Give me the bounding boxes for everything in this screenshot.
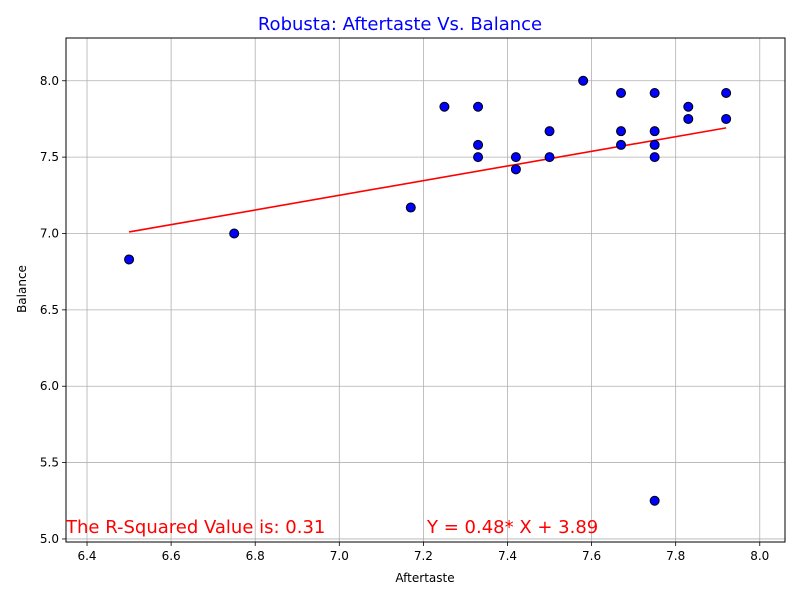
regression-line-group bbox=[128, 127, 727, 233]
data-point bbox=[616, 87, 627, 98]
x-tick-label: 6.4 bbox=[77, 549, 96, 563]
x-tick-label: 7.0 bbox=[330, 549, 349, 563]
x-tick-label: 6.6 bbox=[162, 549, 181, 563]
x-tick-label: 6.8 bbox=[246, 549, 265, 563]
x-tick-label: 7.6 bbox=[582, 549, 601, 563]
x-axis-label: Aftertaste bbox=[395, 571, 454, 585]
data-point bbox=[649, 87, 660, 98]
regression-equation-annotation: Y = 0.48* X + 3.89 bbox=[426, 517, 598, 538]
data-point bbox=[721, 87, 732, 98]
y-tick-label: 6.5 bbox=[40, 303, 59, 317]
x-tick-label: 7.2 bbox=[414, 549, 433, 563]
data-point bbox=[405, 202, 416, 213]
data-point bbox=[649, 495, 660, 506]
y-tick-label: 6.0 bbox=[40, 379, 59, 393]
x-tick-label: 8.0 bbox=[750, 549, 769, 563]
data-points bbox=[124, 75, 732, 506]
y-tick-label: 7.0 bbox=[40, 226, 59, 240]
plot-frame bbox=[65, 37, 786, 543]
data-point bbox=[439, 101, 450, 112]
data-point bbox=[510, 152, 521, 163]
y-tick-label: 8.0 bbox=[40, 74, 59, 88]
data-point bbox=[473, 152, 484, 163]
data-point bbox=[721, 113, 732, 124]
data-point bbox=[473, 101, 484, 112]
r-squared-annotation: The R-Squared Value is: 0.31 bbox=[65, 517, 325, 538]
data-point bbox=[649, 126, 660, 137]
x-tick-label: 7.4 bbox=[498, 549, 517, 563]
y-axis-label: Balance bbox=[15, 265, 29, 313]
data-point bbox=[124, 254, 135, 265]
data-point bbox=[473, 139, 484, 150]
regression-line bbox=[128, 127, 727, 233]
data-point bbox=[616, 126, 627, 137]
data-point bbox=[649, 139, 660, 150]
axis-ticks: 6.4 6.6 6.8 7.0 7.2 7.4 7.6 7.8 8.0 5.0 5.5 6.0 6.5 7… bbox=[40, 74, 769, 563]
data-point bbox=[578, 75, 589, 86]
grid-lines bbox=[66, 38, 785, 542]
data-point bbox=[510, 164, 521, 175]
y-tick-label: 5.0 bbox=[40, 532, 59, 546]
y-tick-label: 5.5 bbox=[40, 456, 59, 470]
chart-title: Robusta: Aftertaste Vs. Balance bbox=[258, 14, 542, 35]
data-point bbox=[683, 101, 694, 112]
y-tick-label: 7.5 bbox=[40, 150, 59, 164]
data-point bbox=[544, 126, 555, 137]
data-point bbox=[616, 139, 627, 150]
data-point bbox=[683, 113, 694, 124]
data-point bbox=[649, 152, 660, 163]
data-point bbox=[229, 228, 240, 239]
x-tick-label: 7.8 bbox=[666, 549, 685, 563]
data-point bbox=[544, 152, 555, 163]
